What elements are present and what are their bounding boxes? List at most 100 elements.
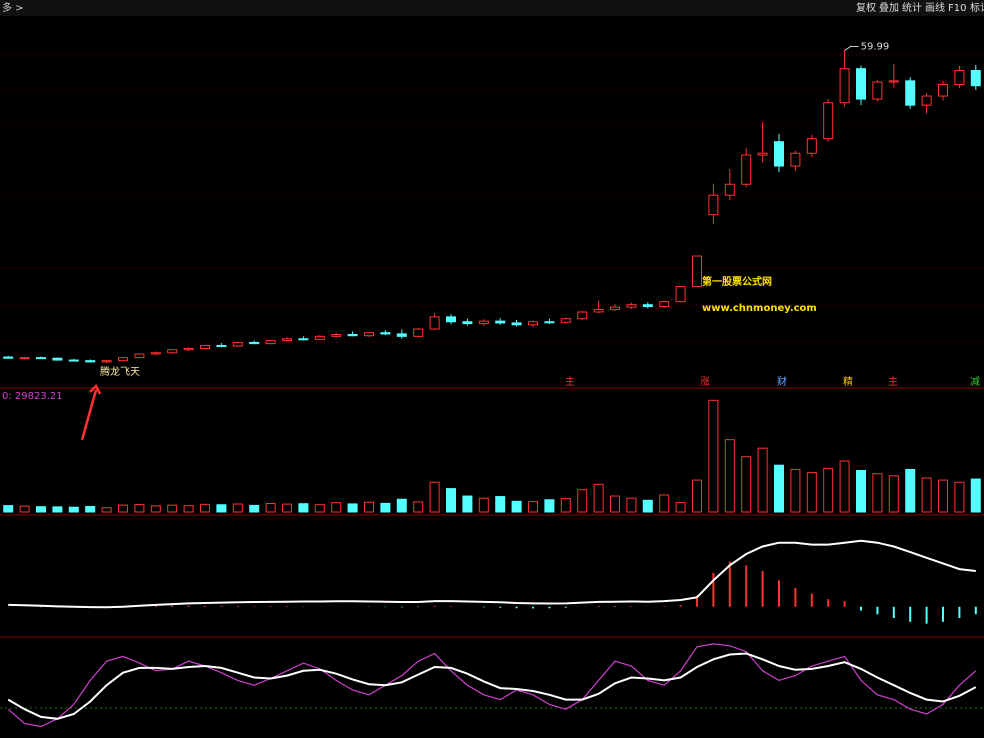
candle-body [331, 334, 342, 337]
volume-bar [36, 506, 46, 513]
volume-bar [741, 456, 752, 513]
candle-body [511, 322, 522, 326]
toolbar-button[interactable]: 标记 [970, 2, 984, 14]
volume-bar [3, 505, 14, 513]
volume-bar [68, 506, 79, 513]
toolbar [0, 0, 984, 16]
volume-label: 0: 29823.21 [2, 391, 63, 402]
watermark: www.chnmoney.com [702, 303, 817, 314]
toolbar-button[interactable]: 叠加 [879, 2, 899, 14]
volume-bar [642, 499, 653, 513]
candle-body [708, 194, 719, 216]
candle-body [610, 306, 620, 311]
event-marker: 财 [777, 375, 787, 388]
max-leader [844, 45, 859, 51]
price-grid [0, 54, 984, 343]
toolbar-button[interactable]: 画线 [925, 1, 945, 14]
candle-body [183, 348, 194, 351]
candle-body [757, 152, 768, 156]
panel-borders [0, 387, 984, 638]
candle-body [101, 360, 112, 363]
volume-bar [528, 501, 538, 513]
volume-bar [708, 399, 719, 513]
event-marker: 减 [970, 376, 980, 388]
event-marker: 精 [843, 375, 853, 388]
volume-bar [511, 500, 522, 513]
candle-body [478, 320, 489, 325]
candle-body [19, 357, 30, 360]
candle-body [806, 138, 817, 154]
candle-body [839, 68, 850, 104]
volume-bar [757, 447, 768, 513]
volume-bar [774, 464, 784, 513]
signal-arrow [80, 383, 102, 441]
event-marker: 主 [888, 376, 898, 388]
volume-bar [823, 467, 834, 513]
volume-bar [938, 479, 948, 513]
volume-bar [331, 502, 342, 513]
candle-body [675, 285, 686, 303]
candle-body [134, 353, 145, 359]
candle-body [528, 321, 538, 326]
volume-bar [954, 481, 965, 513]
candle-body [167, 349, 178, 354]
toolbar-button[interactable]: 统计 [902, 1, 922, 14]
volume-bar [183, 505, 194, 513]
candle-body [413, 328, 424, 337]
toolbar-button[interactable]: F10 [948, 3, 966, 14]
candle-body [823, 102, 834, 140]
candle-body [380, 332, 391, 335]
volume-bar [314, 504, 325, 513]
volume-bar [19, 505, 30, 513]
candle-body [68, 359, 79, 362]
volume-bar [577, 489, 588, 513]
candle-body [905, 80, 916, 106]
volume-bar [298, 503, 309, 513]
volume-bar [413, 501, 424, 513]
candle-body [642, 304, 653, 308]
candle-body [659, 301, 670, 308]
volume-bar [200, 503, 210, 513]
volume-bar [544, 499, 555, 513]
candle-body [249, 341, 260, 345]
candle-body [232, 341, 243, 347]
volume-bar [856, 470, 866, 513]
candle-body [396, 333, 407, 337]
candle-body [954, 69, 965, 85]
volume-bar [905, 468, 916, 513]
candle-body [429, 316, 440, 330]
candle-body [560, 318, 571, 323]
volume-bar [478, 497, 489, 513]
candle-body [150, 352, 161, 355]
candle-body [36, 357, 46, 360]
volume-bar [232, 503, 243, 513]
volume-bar [134, 504, 145, 513]
volume-bar [462, 495, 473, 513]
volume-bar [692, 479, 702, 513]
candle-body [724, 183, 735, 196]
volume-bar [675, 501, 686, 513]
volume-bar [249, 504, 260, 513]
volume-bar [265, 502, 276, 513]
volume-bar [396, 498, 407, 513]
candle-body [593, 309, 604, 313]
candle-body [741, 154, 752, 185]
candle-body [462, 321, 473, 325]
volume-bar [364, 501, 374, 513]
volume-bar [495, 496, 506, 513]
volume-bar [921, 477, 932, 513]
candle-body [200, 344, 210, 350]
dif-line [8, 539, 976, 609]
more-button[interactable]: 多 > [2, 1, 24, 14]
candle-body [216, 344, 227, 347]
volume-bar [347, 503, 358, 513]
candle-body [856, 68, 866, 100]
event-marker: 主 [565, 376, 575, 388]
candle-body [85, 360, 96, 363]
volume-bar [970, 478, 981, 513]
toolbar-button[interactable]: 复权 [856, 1, 876, 14]
volume-bar [282, 503, 292, 513]
volume-bar [839, 460, 850, 513]
